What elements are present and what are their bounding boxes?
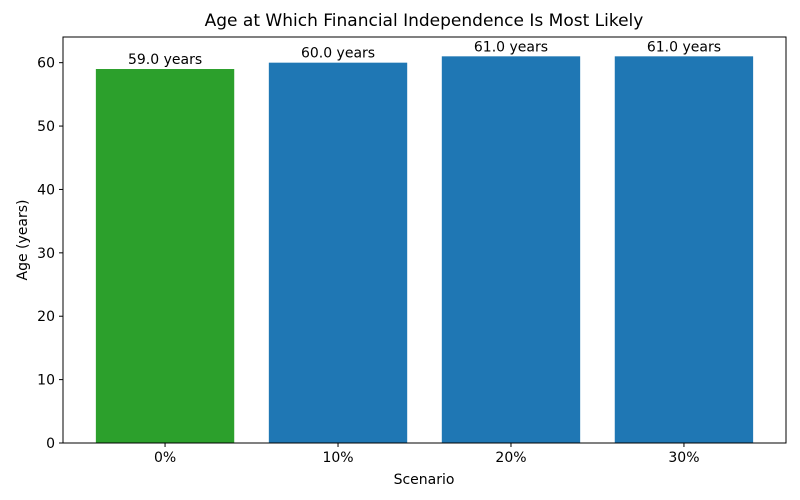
- y-tick-label: 50: [37, 119, 55, 135]
- bar: [441, 56, 581, 443]
- bars-layer: 59.0 years 60.0 years 61.0 years 61.0 years: [95, 39, 754, 444]
- x-axis-label: Scenario: [394, 472, 455, 488]
- x-tick-label: 20%: [495, 450, 526, 466]
- y-tick-label: 60: [37, 56, 55, 72]
- y-tick-label: 0: [46, 436, 55, 452]
- y-tick-label: 30: [37, 246, 55, 262]
- y-tick-label: 20: [37, 309, 55, 325]
- bar-value-label: 60.0 years: [301, 46, 375, 62]
- y-axis-label: Age (years): [15, 200, 31, 281]
- bar: [95, 69, 235, 443]
- x-tick-label: 10%: [322, 450, 353, 466]
- bar-value-label: 59.0 years: [128, 52, 202, 68]
- plot-frame: [62, 36, 787, 444]
- bar-value-label: 61.0 years: [647, 39, 721, 55]
- y-tick-label: 10: [37, 373, 55, 389]
- x-tick-label: 30%: [668, 450, 699, 466]
- bar-value-label: 61.0 years: [474, 39, 548, 55]
- chart-title: Age at Which Financial Independence Is M…: [205, 11, 644, 31]
- bar: [614, 56, 754, 443]
- y-tick-label: 40: [37, 182, 55, 198]
- bar: [268, 62, 408, 444]
- x-tick-label: 0%: [154, 450, 176, 466]
- ticks-layer: 0% 10% 20% 30% 0 10 20 30 40 50 60: [37, 56, 699, 466]
